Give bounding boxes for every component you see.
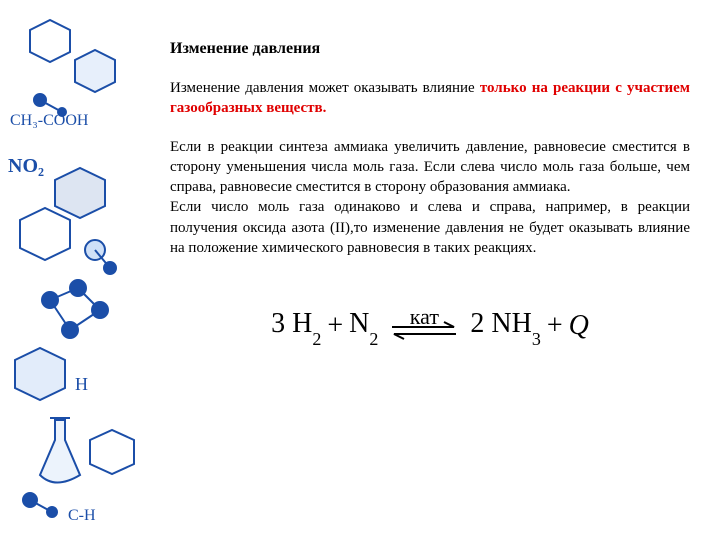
species-n2: N2: [349, 308, 378, 344]
ammonia-synthesis-equation: 3 H2 + N2 кат 2 NH3 + Q: [170, 308, 690, 344]
plus-2: +: [547, 310, 563, 342]
chemistry-sidebar-illustration: CH₃-COOH NO₂ H C-H: [0, 0, 140, 540]
coef-h2: 3 H2: [271, 308, 321, 344]
paragraph-3: Если число моль газа одинаково и слева и…: [170, 197, 690, 258]
main-content: Изменение давления Изменение давления мо…: [170, 40, 690, 344]
plus-1: +: [327, 310, 343, 342]
paragraph-intro: Изменение давления может оказывать влиян…: [170, 78, 690, 119]
para1-plain: Изменение давления может оказывать влиян…: [170, 80, 480, 96]
svg-text:C-H: C-H: [68, 507, 96, 524]
svg-text:NO₂: NO₂: [8, 155, 44, 177]
paragraph-2: Если в реакции синтеза аммиака увеличить…: [170, 137, 690, 198]
equilibrium-arrow: кат: [388, 310, 460, 341]
svg-text:CH₃-COOH: CH₃-COOH: [10, 112, 89, 129]
molecules-doodle: CH₃-COOH NO₂ H C-H: [0, 0, 140, 540]
coef-nh3: 2 NH3: [470, 308, 540, 344]
heat-q: Q: [569, 310, 589, 342]
equilibrium-arrow-icon: [388, 319, 460, 341]
svg-text:H: H: [75, 374, 88, 394]
section-heading: Изменение давления: [170, 40, 690, 58]
